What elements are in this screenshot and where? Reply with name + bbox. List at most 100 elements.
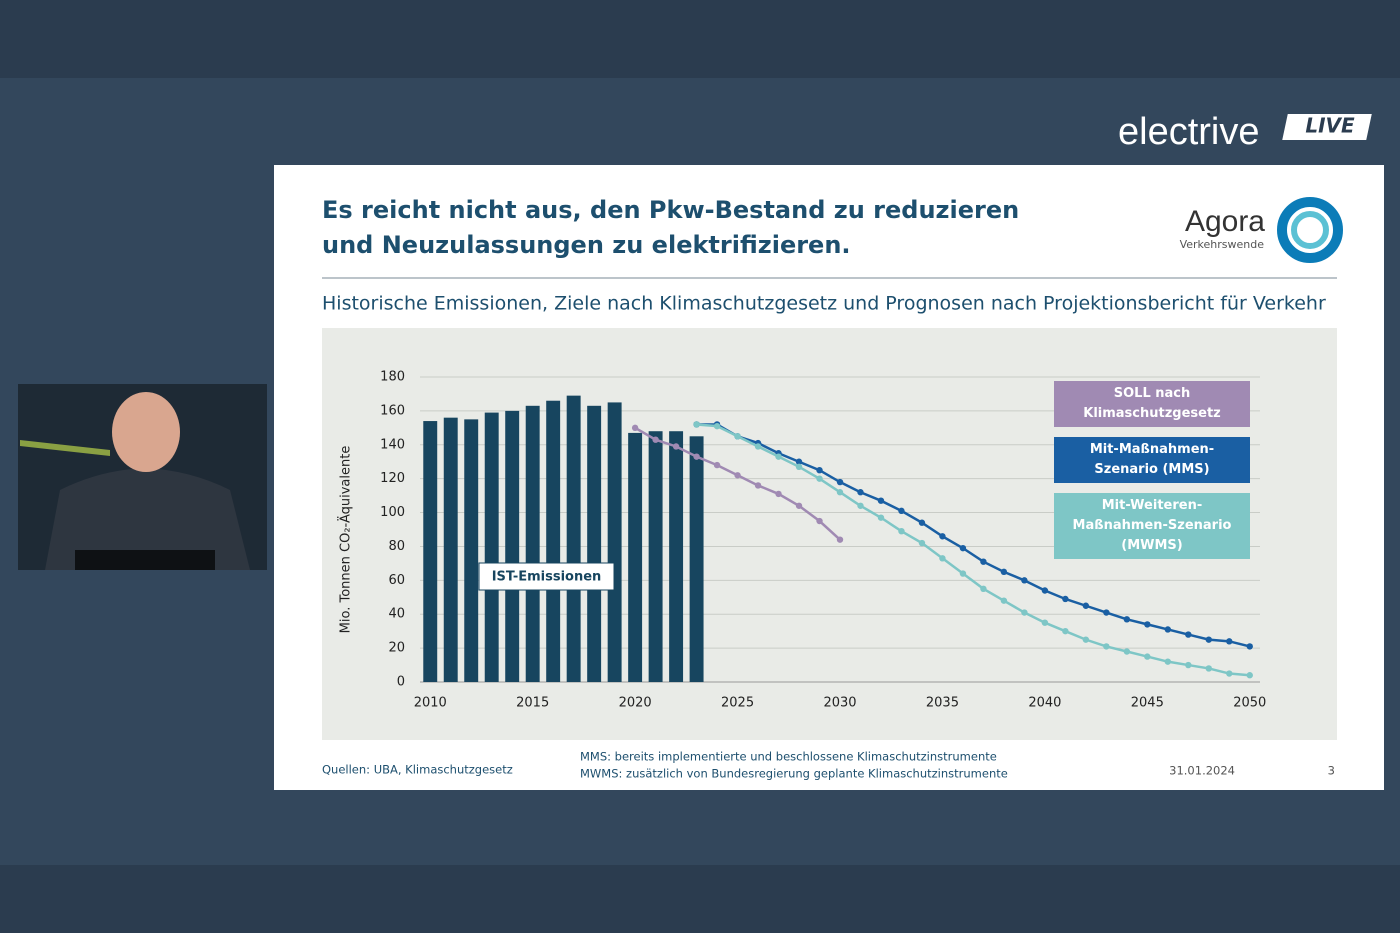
bar [587,405,602,682]
line [696,423,1251,648]
y-tick-label: 80 [388,539,405,554]
marker [1082,602,1090,609]
marker [959,544,967,552]
legend-entry: Mit-Maßnahmen-Szenario (MMS) [1054,437,1250,483]
marker [898,507,905,515]
x-tick-label: 2010 [414,696,447,711]
marker [652,436,659,443]
note: MWMS: zusätzlich von Bundesregierung gep… [580,767,1008,781]
bar [566,395,581,682]
marker [1123,648,1131,655]
bar [484,412,499,682]
marker [672,443,680,450]
desk [75,550,215,570]
marker [898,527,905,535]
marker [1226,670,1233,677]
marker [857,502,864,509]
brand-name: electrive [1118,111,1260,153]
date: 31.01.2024 [1169,764,1235,778]
marker [1246,643,1253,650]
bar-label: IST-Emissionen [492,570,602,585]
y-tick-label: 60 [388,573,405,588]
marker [857,489,864,496]
marker [939,533,946,540]
bar [689,436,704,682]
marker [1144,653,1151,660]
marker [734,472,741,479]
marker [836,478,844,486]
bottom-band [0,865,1400,933]
x-tick-label: 2025 [721,696,754,711]
marker [1205,665,1212,672]
slide-title: und Neuzulassungen zu elektrifizieren. [322,231,851,259]
y-tick-label: 180 [380,370,405,385]
y-tick-label: 40 [388,607,405,622]
x-tick-label: 2015 [516,696,549,711]
note: MMS: bereits implementierte und beschlos… [580,750,997,764]
page-number: 3 [1328,764,1335,778]
marker [631,424,639,432]
marker [754,482,762,489]
bar [525,405,540,682]
marker [1000,568,1008,576]
legend-entry: SOLL nach Klimaschutzgesetz [1054,381,1250,427]
bar [628,432,643,682]
marker [918,519,926,526]
logo-sub: Verkehrswende [1180,238,1265,251]
marker [693,453,700,460]
marker [1103,609,1110,616]
marker [1205,636,1212,643]
marker [1123,616,1131,623]
brand-badge: LIVE [1305,114,1355,138]
slide-title: Es reicht nicht aus, den Pkw-Bestand zu … [322,196,1019,224]
marker [795,458,803,465]
brand-badge-bg [1282,114,1372,140]
source: Quellen: UBA, Klimaschutzgesetz [322,763,513,777]
marker [1246,672,1253,679]
top-band [0,0,1400,78]
marker [980,585,987,593]
y-tick-label: 100 [380,505,405,520]
line [696,423,1250,677]
x-tick-label: 2020 [619,696,652,711]
marker [959,570,967,577]
x-tick-label: 2030 [823,696,856,711]
slide-subtitle: Historische Emissionen, Ziele nach Klima… [322,293,1326,315]
x-tick-label: 2050 [1233,696,1266,711]
x-tick-label: 2045 [1131,696,1164,711]
marker [713,461,721,469]
marker [1041,619,1049,626]
webcam [18,384,267,570]
marker [1185,661,1192,669]
bar [423,421,438,682]
x-tick-label: 2040 [1028,696,1061,711]
x-tick-label: 2035 [926,696,959,711]
marker [816,466,823,474]
logo-ring [1277,197,1343,263]
marker [877,514,885,521]
y-tick-label: 120 [380,471,405,486]
marker [1226,638,1233,645]
marker [713,422,721,430]
marker [734,433,741,440]
y-tick-label: 20 [388,641,405,656]
marker [1082,636,1090,643]
marker [1021,609,1028,616]
light-streak [20,440,110,456]
marker [775,453,782,460]
y-tick-label: 160 [380,403,405,418]
marker [1164,658,1172,665]
marker [775,490,782,498]
marker [918,539,926,547]
marker [1144,621,1151,628]
bar [607,402,622,682]
bar [505,410,520,682]
marker [816,517,823,525]
y-axis-label: Mio. Tonnen CO₂-Äquivalente [338,446,354,634]
marker [1062,627,1069,635]
marker [877,497,885,504]
marker [939,555,946,562]
person-head [112,392,180,472]
